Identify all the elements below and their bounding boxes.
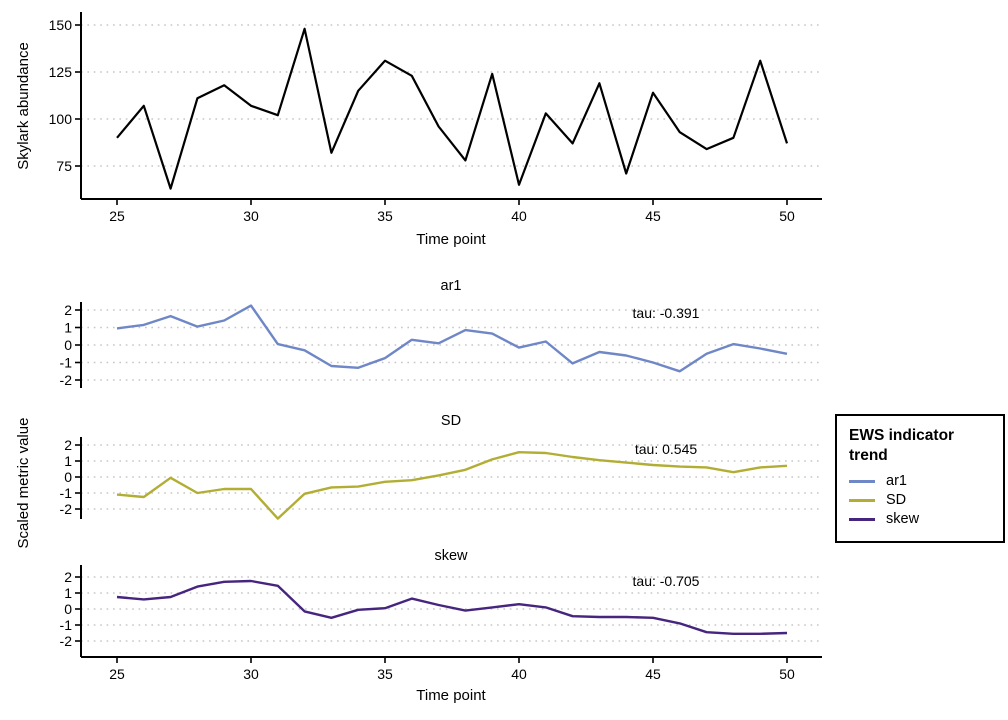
y-tick-label: 100 <box>49 111 73 127</box>
y-tick-label: 2 <box>64 302 72 318</box>
top-x-axis-title: Time point <box>416 231 486 248</box>
y-tick-label: -2 <box>60 372 73 388</box>
x-tick-label: 30 <box>243 208 259 224</box>
facet-label-skew: skew <box>434 548 468 564</box>
y-tick-label: -1 <box>60 617 73 633</box>
y-tick-label: 0 <box>64 337 72 353</box>
y-tick-label: 2 <box>64 437 72 453</box>
y-tick-label: -1 <box>60 485 73 501</box>
y-tick-label: 0 <box>64 469 72 485</box>
top-y-axis-title: Skylark abundance <box>15 42 32 170</box>
x-tick-label: 50 <box>779 666 795 682</box>
panel-ar1-line <box>116 304 788 373</box>
panel-sd-line <box>116 451 788 520</box>
tau-annotation-skew: tau: -0.705 <box>632 573 700 589</box>
tau-annotation-sd: tau: 0.545 <box>634 441 698 457</box>
x-tick-label: 25 <box>109 208 125 224</box>
bottom-x-axis-title: Time point <box>416 687 486 704</box>
legend-item-skew: skew <box>849 510 1003 529</box>
x-tick-label: 35 <box>377 666 393 682</box>
y-tick-label: 2 <box>64 569 72 585</box>
facet-label-sd: SD <box>440 413 462 429</box>
x-tick-label: 40 <box>511 208 527 224</box>
y-tick-label: -2 <box>60 501 73 517</box>
legend-key-ar1 <box>849 480 875 483</box>
legend-item-label: SD <box>886 492 907 508</box>
y-tick-label: 1 <box>64 320 72 336</box>
y-tick-label: 150 <box>49 17 73 33</box>
legend-title: EWS indicator trend <box>849 427 955 464</box>
y-tick-label: 125 <box>49 64 73 80</box>
legend-item-SD: SD <box>849 491 1003 510</box>
y-tick-label: 1 <box>64 585 72 601</box>
x-tick-label: 35 <box>377 208 393 224</box>
legend-item-ar1: ar1 <box>849 472 1003 491</box>
legend-item-label: skew <box>886 511 920 527</box>
legend: EWS indicator trend ar1 SD skew <box>835 414 1005 543</box>
x-tick-label: 40 <box>511 666 527 682</box>
x-tick-label: 45 <box>645 208 661 224</box>
y-tick-label: -1 <box>60 355 73 371</box>
panel-abundance-line <box>116 27 789 190</box>
x-tick-label: 45 <box>645 666 661 682</box>
legend-key-SD <box>849 499 875 502</box>
panel-skew-line <box>116 579 788 635</box>
facet-label-ar1: ar1 <box>440 278 462 294</box>
legend-items: ar1 SD skew <box>837 472 1003 529</box>
x-tick-label: 30 <box>243 666 259 682</box>
y-tick-label: 0 <box>64 601 72 617</box>
legend-item-label: ar1 <box>886 473 907 489</box>
y-tick-label: 1 <box>64 453 72 469</box>
tau-annotation-ar1: tau: -0.391 <box>632 305 700 321</box>
legend-key-skew <box>849 518 875 521</box>
y-tick-label: -2 <box>60 633 73 649</box>
x-tick-label: 25 <box>109 666 125 682</box>
y-tick-label: 75 <box>56 158 72 174</box>
x-tick-label: 50 <box>779 208 795 224</box>
